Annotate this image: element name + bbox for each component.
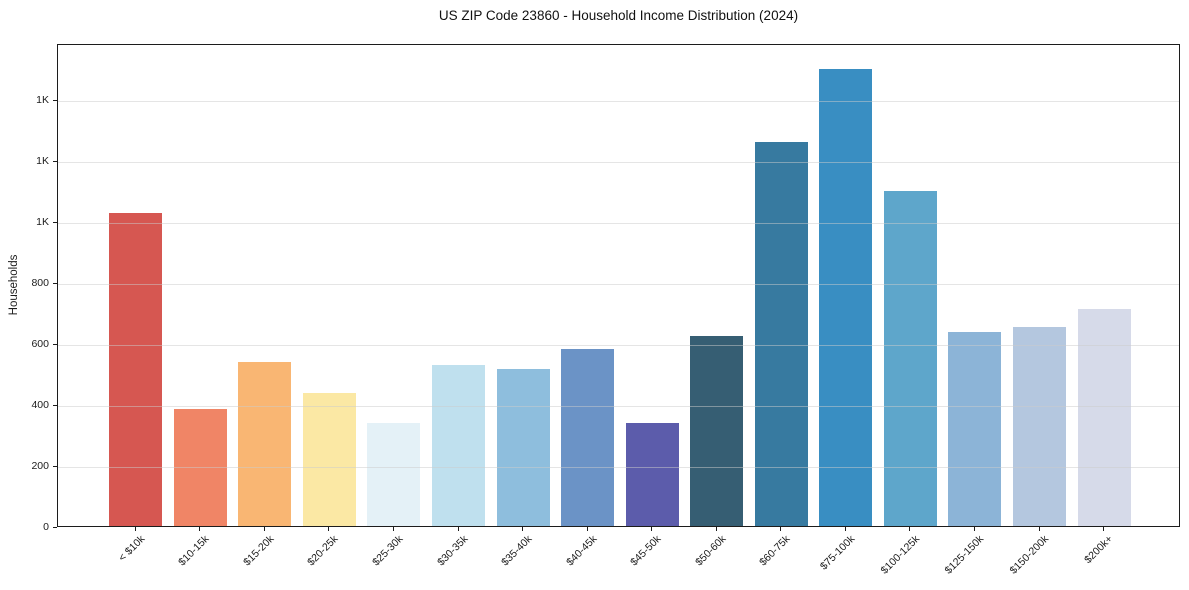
y-tick-label: 400 — [31, 399, 49, 411]
x-tick-label-$45-50k: $45-50k — [628, 533, 664, 569]
y-tick-label: 600 — [31, 337, 49, 350]
bar-$20-25k — [302, 392, 356, 526]
bar-$150-200k — [1013, 327, 1067, 526]
x-tick-mark — [457, 527, 459, 531]
x-tick-label-$200k+: $200k+ — [1082, 533, 1116, 567]
x-tick-label-$20-25k: $20-25k — [305, 533, 341, 569]
y-tick-mark — [53, 405, 57, 406]
x-tick-mark — [715, 527, 717, 531]
x-tick-mark — [522, 527, 524, 531]
bar-< $10k — [109, 213, 163, 526]
y-tick-label: 1K — [36, 215, 49, 228]
y-tick-mark — [53, 527, 57, 528]
x-tick-mark — [844, 527, 846, 531]
bar-$25-30k — [367, 422, 421, 526]
x-tick-label-$30-35k: $30-35k — [434, 533, 470, 569]
bar-$125-150k — [948, 332, 1002, 526]
bar-$75-100k — [819, 68, 873, 526]
x-tick-mark — [909, 527, 911, 531]
x-tick-label-$75-100k: $75-100k — [817, 533, 858, 573]
x-tick-label-$10-15k: $10-15k — [176, 533, 212, 569]
y-tick-mark — [53, 221, 57, 223]
y-tick-mark — [53, 466, 57, 467]
y-tick-mark — [53, 160, 57, 162]
y-tick-label: 0 — [43, 521, 49, 533]
gridline-1200 — [58, 161, 1179, 163]
bar-$15-20k — [238, 361, 292, 526]
x-tick-label-$100-125k: $100-125k — [878, 533, 922, 577]
x-tick-label-$125-150k: $125-150k — [942, 533, 987, 577]
x-tick-label-$60-75k: $60-75k — [757, 533, 793, 569]
y-tick-mark — [53, 99, 57, 101]
plot-area — [57, 44, 1180, 527]
x-tick-mark — [328, 527, 330, 531]
y-tick-label: 1K — [36, 93, 49, 106]
x-tick-mark — [199, 527, 201, 531]
x-tick-mark — [780, 527, 782, 531]
x-tick-label-$150-200k: $150-200k — [1007, 533, 1051, 577]
x-tick-mark — [263, 527, 265, 531]
x-tick-mark — [1103, 527, 1105, 531]
x-tick-mark — [586, 527, 588, 531]
y-tick-label: 800 — [31, 276, 49, 289]
chart-title: US ZIP Code 23860 - Household Income Dis… — [438, 8, 799, 23]
x-tick-mark — [651, 527, 653, 531]
gridline-800 — [58, 283, 1179, 285]
x-tick-label-$35-40k: $35-40k — [499, 533, 535, 569]
gridline-1000 — [58, 222, 1179, 224]
gridline-200 — [58, 467, 1179, 468]
bar-$45-50k — [625, 423, 679, 526]
bar-$35-40k — [496, 369, 550, 526]
x-tick-label-$15-20k: $15-20k — [240, 533, 277, 569]
x-tick-label-$50-60k: $50-60k — [692, 533, 729, 569]
x-tick-label-$25-30k: $25-30k — [370, 533, 406, 569]
x-tick-label-< $10k: < $10k — [116, 533, 148, 564]
bar-$200k+ — [1077, 309, 1131, 526]
x-tick-mark — [392, 527, 394, 531]
y-tick-label: 1K — [36, 154, 49, 167]
x-tick-label-$40-45k: $40-45k — [563, 533, 600, 569]
bar-$60-75k — [754, 141, 808, 526]
gridline-400 — [58, 406, 1179, 407]
y-tick-mark — [53, 282, 57, 284]
gridline-1400 — [58, 100, 1179, 102]
y-tick-label: 200 — [31, 460, 49, 472]
bar-$30-35k — [432, 365, 485, 526]
x-tick-mark — [134, 527, 136, 531]
bar-$100-125k — [883, 191, 937, 526]
x-tick-mark — [1038, 527, 1040, 531]
gridline-600 — [58, 344, 1179, 346]
bar-$50-60k — [690, 335, 744, 526]
y-tick-mark — [53, 343, 57, 345]
bar-$40-45k — [561, 349, 615, 526]
x-tick-mark — [974, 527, 975, 531]
